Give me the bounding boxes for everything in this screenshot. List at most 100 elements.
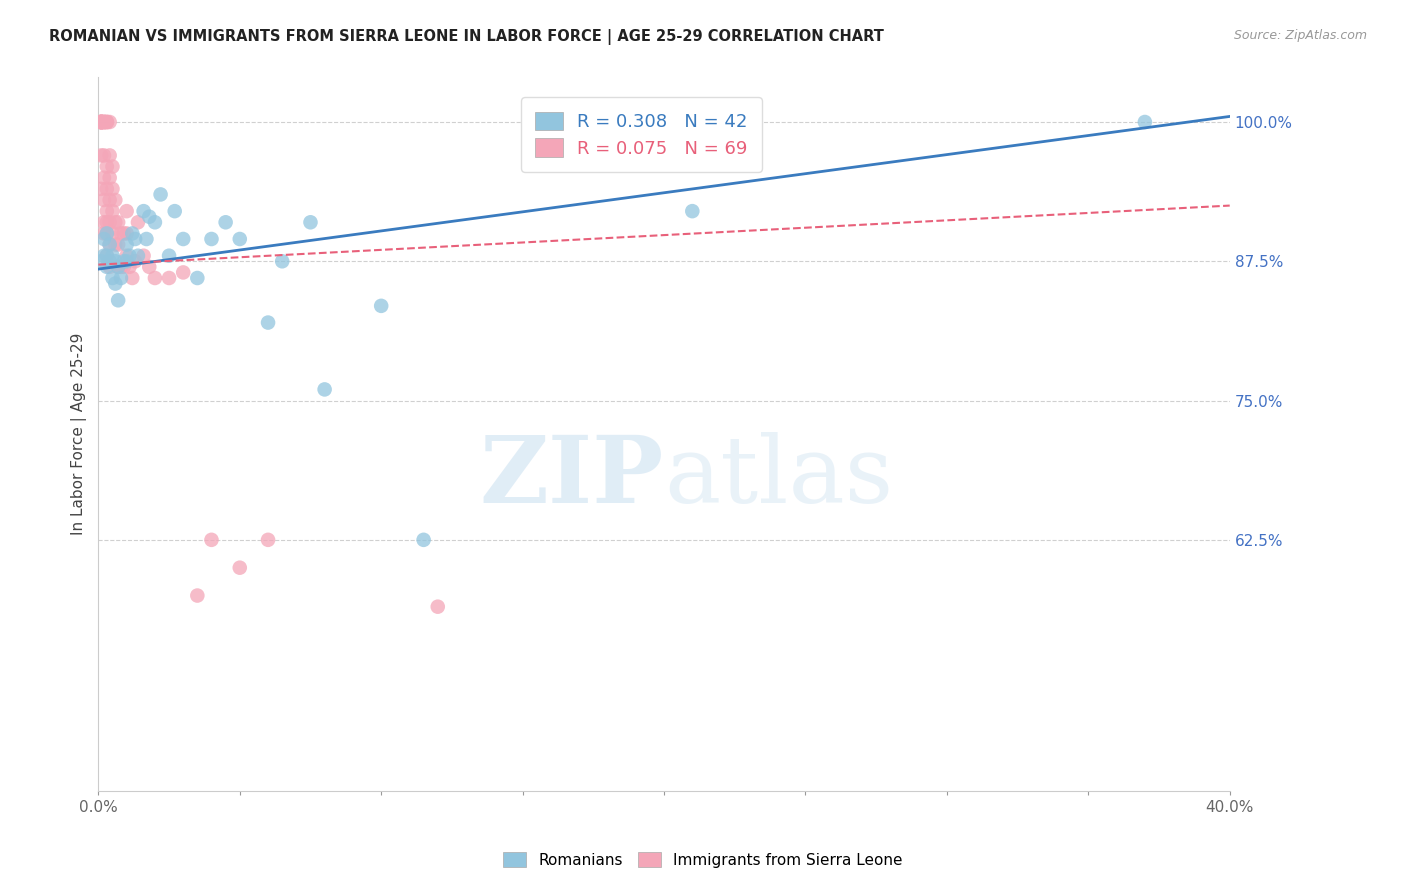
- Point: [426, 599, 449, 614]
- Point: [115, 254, 138, 268]
- Point: [96, 227, 118, 241]
- Point: [90, 115, 112, 129]
- Point: [124, 254, 146, 268]
- Point: [90, 115, 112, 129]
- Point: [93, 193, 115, 207]
- Point: [104, 215, 127, 229]
- Point: [132, 249, 155, 263]
- Point: [115, 227, 138, 241]
- Point: [412, 533, 434, 547]
- Text: Source: ZipAtlas.com: Source: ZipAtlas.com: [1233, 29, 1367, 42]
- Point: [157, 249, 180, 263]
- Point: [93, 249, 115, 263]
- Point: [90, 115, 112, 129]
- Point: [257, 316, 280, 330]
- Point: [115, 204, 138, 219]
- Point: [112, 227, 135, 241]
- Point: [104, 254, 127, 268]
- Point: [115, 249, 138, 263]
- Point: [107, 293, 129, 308]
- Point: [299, 215, 322, 229]
- Point: [96, 115, 118, 129]
- Point: [93, 115, 115, 129]
- Point: [93, 115, 115, 129]
- Point: [104, 237, 127, 252]
- Point: [90, 115, 112, 129]
- Point: [96, 249, 118, 263]
- Point: [96, 260, 118, 274]
- Point: [96, 115, 118, 129]
- Point: [90, 182, 112, 196]
- Point: [98, 237, 121, 252]
- Point: [96, 249, 118, 263]
- Point: [163, 204, 186, 219]
- Point: [96, 215, 118, 229]
- Point: [98, 115, 121, 129]
- Point: [96, 204, 118, 219]
- Point: [143, 271, 166, 285]
- Point: [93, 115, 115, 129]
- Text: ROMANIAN VS IMMIGRANTS FROM SIERRA LEONE IN LABOR FORCE | AGE 25-29 CORRELATION : ROMANIAN VS IMMIGRANTS FROM SIERRA LEONE…: [49, 29, 884, 45]
- Point: [314, 383, 336, 397]
- Point: [101, 227, 124, 241]
- Point: [115, 237, 138, 252]
- Point: [90, 115, 112, 129]
- Point: [107, 260, 129, 274]
- Point: [98, 215, 121, 229]
- Point: [257, 533, 280, 547]
- Point: [121, 227, 143, 241]
- Point: [127, 215, 149, 229]
- Point: [112, 260, 135, 274]
- Point: [149, 187, 172, 202]
- Point: [138, 210, 160, 224]
- Point: [104, 193, 127, 207]
- Point: [90, 115, 112, 129]
- Point: [681, 204, 703, 219]
- Point: [135, 232, 157, 246]
- Point: [229, 560, 252, 574]
- Point: [110, 227, 132, 241]
- Point: [96, 115, 118, 129]
- Point: [121, 271, 143, 285]
- Point: [98, 260, 121, 274]
- Point: [101, 204, 124, 219]
- Point: [98, 193, 121, 207]
- Point: [1133, 115, 1156, 129]
- Point: [107, 237, 129, 252]
- Point: [370, 299, 392, 313]
- Point: [98, 254, 121, 268]
- Text: ZIP: ZIP: [479, 432, 664, 522]
- Point: [104, 277, 127, 291]
- Point: [157, 271, 180, 285]
- Point: [112, 254, 135, 268]
- Point: [172, 265, 194, 279]
- Point: [90, 148, 112, 162]
- Point: [138, 260, 160, 274]
- Point: [200, 232, 222, 246]
- Point: [93, 232, 115, 246]
- Point: [200, 533, 222, 547]
- Legend: R = 0.308   N = 42, R = 0.075   N = 69: R = 0.308 N = 42, R = 0.075 N = 69: [522, 97, 762, 172]
- Point: [98, 148, 121, 162]
- Point: [127, 249, 149, 263]
- Point: [98, 237, 121, 252]
- Point: [124, 232, 146, 246]
- Point: [98, 170, 121, 185]
- Point: [90, 254, 112, 268]
- Point: [132, 204, 155, 219]
- Point: [229, 232, 252, 246]
- Point: [101, 160, 124, 174]
- Point: [186, 271, 208, 285]
- Point: [118, 249, 141, 263]
- Point: [96, 160, 118, 174]
- Text: atlas: atlas: [664, 432, 893, 522]
- Point: [93, 170, 115, 185]
- Point: [143, 215, 166, 229]
- Point: [93, 215, 115, 229]
- Point: [186, 589, 208, 603]
- Point: [214, 215, 236, 229]
- Point: [93, 227, 115, 241]
- Point: [93, 148, 115, 162]
- Point: [96, 227, 118, 241]
- Point: [90, 115, 112, 129]
